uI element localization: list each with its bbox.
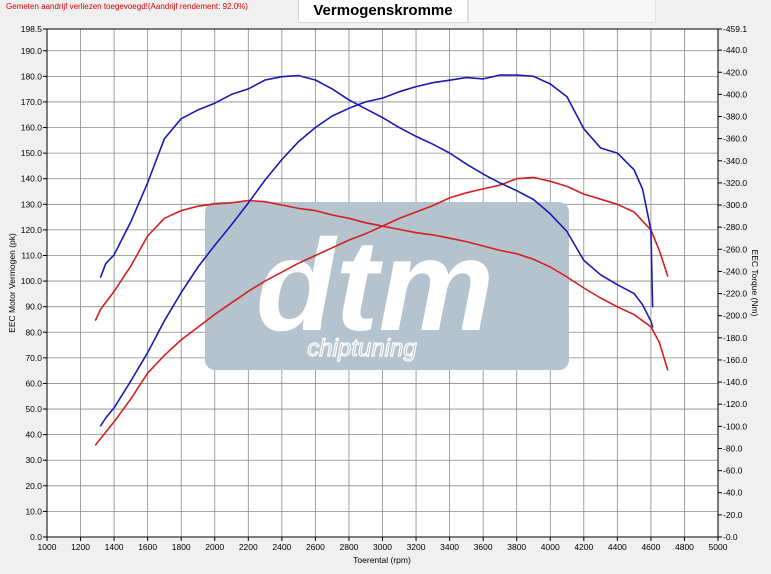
y-tick-label: 30.0: [25, 455, 42, 465]
y-tick-label: 198.5: [21, 24, 43, 34]
header-blank-field: [468, 0, 656, 23]
x-tick-label: 1800: [172, 542, 191, 552]
x-tick-label: 4600: [641, 542, 660, 552]
x-tick-label: 5000: [709, 542, 728, 552]
y2-tick-label: -260.0: [723, 244, 747, 254]
y2-tick-label: -200.0: [723, 311, 747, 321]
y2-tick-labels: -0.0 -20.0 -40.0 -60.0 -80.0 -100.0 -120.0 -140…: [718, 24, 747, 542]
y-tick-label: 80.0: [25, 327, 42, 337]
x-tick-label: 1000: [38, 542, 57, 552]
watermark-logo: dtm chiptuning: [205, 202, 569, 370]
x-tick-label: 2200: [239, 542, 258, 552]
y2-tick-label: -300.0: [723, 200, 747, 210]
y-tick-label: 40.0: [25, 430, 42, 440]
y-tick-label: 160.0: [21, 123, 43, 133]
x-tick-label: 3200: [407, 542, 426, 552]
watermark-logo-text: dtm: [256, 212, 494, 358]
x-tick-label: 4800: [675, 542, 694, 552]
x-tick-label: 2600: [306, 542, 325, 552]
y-tick-label: 100.0: [21, 276, 43, 286]
y-tick-label: 0.0: [30, 532, 42, 542]
x-tick-label: 3000: [373, 542, 392, 552]
y2-tick-label: -240.0: [723, 266, 747, 276]
y-tick-label: 130.0: [21, 199, 43, 209]
y2-tick-label: -380.0: [723, 112, 747, 122]
y2-tick-label: -60.0: [723, 466, 743, 476]
x-tick-labels: 1000 1200 1400 1600 1800 2000 2200 2400 2600 2800…: [38, 537, 728, 552]
y2-tick-label: -340.0: [723, 156, 747, 166]
y-tick-label: 110.0: [21, 250, 42, 260]
torque-curve-3: [99, 74, 654, 328]
y-tick-label: 60.0: [25, 378, 42, 388]
power-curve-2: [99, 74, 654, 427]
y2-tick-label: -320.0: [723, 178, 747, 188]
x-tick-label: 2400: [272, 542, 291, 552]
y2-tick-label: -40.0: [723, 488, 743, 498]
y-tick-label: 50.0: [25, 404, 42, 414]
x-tick-label: 3800: [507, 542, 526, 552]
y-axis-title: EEC Motor Vermogen (pk): [7, 233, 17, 333]
y2-tick-label: -180.0: [723, 333, 747, 343]
x-tick-label: 4400: [608, 542, 627, 552]
y2-tick-label: -140.0: [723, 377, 747, 387]
y-tick-label: 170.0: [21, 97, 43, 107]
x-tick-label: 1200: [71, 542, 90, 552]
y2-tick-label: -0.0: [723, 532, 738, 542]
y-tick-label: 90.0: [25, 302, 42, 312]
y2-tick-label: -360.0: [723, 134, 747, 144]
y2-tick-label: -440.0: [723, 45, 747, 55]
x-tick-label: 2000: [205, 542, 224, 552]
y2-tick-label: -220.0: [723, 289, 747, 299]
x-tick-label: 3600: [474, 542, 493, 552]
x-axis-title: Toerental (rpm): [353, 555, 411, 565]
y-tick-labels: 0.0 10.0 20.0 30.0 40.0 50.0 60.0 70.0 80.0 90.0 1…: [21, 24, 47, 542]
y2-tick-label: -20.0: [723, 510, 743, 520]
series-lines: [94, 74, 669, 446]
y2-tick-label: -120.0: [723, 399, 747, 409]
y-tick-label: 10.0: [25, 506, 42, 516]
x-tick-label: 1600: [138, 542, 157, 552]
x-tick-label: 1400: [105, 542, 124, 552]
x-tick-label: 2800: [339, 542, 358, 552]
x-tick-label: 4000: [541, 542, 560, 552]
y2-tick-label: -100.0: [723, 421, 747, 431]
x-tick-label: 4200: [574, 542, 593, 552]
torque-curve-1: [94, 199, 669, 371]
watermark-tagline: chiptuning: [307, 335, 417, 362]
y2-tick-label: -459.1: [723, 24, 747, 34]
y2-tick-label: -160.0: [723, 355, 747, 365]
y2-tick-label: -420.0: [723, 67, 747, 77]
y2-tick-label: -280.0: [723, 222, 747, 232]
y-tick-label: 70.0: [25, 353, 42, 363]
y-tick-label: 120.0: [21, 225, 43, 235]
x-tick-label: 3400: [440, 542, 459, 552]
y2-tick-label: -400.0: [723, 89, 747, 99]
y-tick-label: 20.0: [25, 481, 42, 491]
y2-axis-title: EEC Torque (Nm): [750, 250, 760, 317]
y2-tick-label: -80.0: [723, 443, 743, 453]
y-tick-label: 150.0: [21, 148, 43, 158]
y-tick-label: 190.0: [21, 46, 43, 56]
chart-title: Vermogenskromme: [298, 0, 468, 23]
drive-loss-notice: Gemeten aandrijf verliezen toegevoegd!(A…: [6, 2, 248, 11]
y-tick-label: 140.0: [21, 174, 43, 184]
y-tick-label: 180.0: [21, 71, 43, 81]
